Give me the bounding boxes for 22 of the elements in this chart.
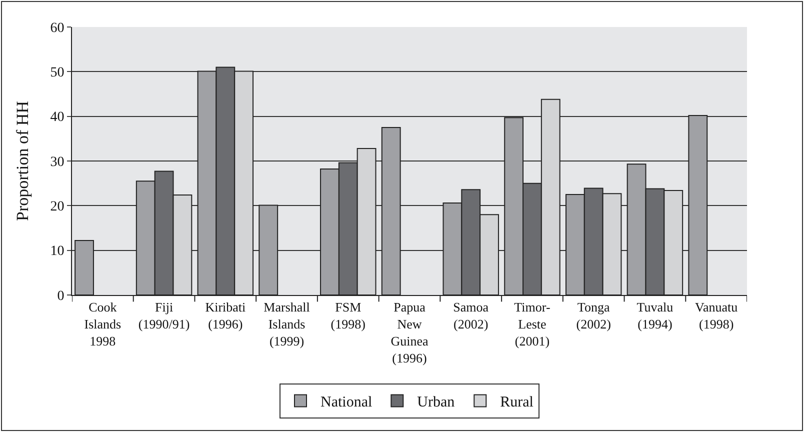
x-tick-label: Timor- Leste (2001) (514, 300, 550, 348)
x-tick-label: Tonga (2002) (576, 300, 611, 332)
y-tick-label: 20 (50, 200, 64, 215)
y-axis-title: Proportion of HH (13, 101, 32, 221)
y-tick-label: 40 (50, 110, 64, 126)
y-tick-label: 50 (50, 66, 64, 81)
legend-label: Rural (500, 394, 534, 411)
x-tick-label: Tuvalu (1994) (636, 300, 674, 332)
legend-label: Urban (417, 394, 456, 411)
x-tick-label: Vanuatu (1998) (695, 300, 738, 332)
y-tick-label: 30 (50, 154, 64, 170)
x-tick-label: Kiribati (1996) (205, 300, 246, 332)
x-tick-label: FSM (1998) (330, 300, 366, 332)
x-tick-label: Marshall Islands (1999) (264, 300, 310, 348)
y-tick-label: 10 (50, 244, 64, 260)
y-tick-label: 0 (57, 288, 64, 304)
y-tick-label: 60 (50, 20, 64, 36)
x-tick-label: Cook Islands 1998 (84, 300, 122, 348)
x-tick-label: Fiji (1990/91) (138, 300, 190, 332)
x-tick-label: Samoa (2002) (453, 300, 489, 332)
legend-label: National (320, 394, 372, 411)
x-tick-label: Papua New Guinea (1996) (390, 300, 428, 366)
